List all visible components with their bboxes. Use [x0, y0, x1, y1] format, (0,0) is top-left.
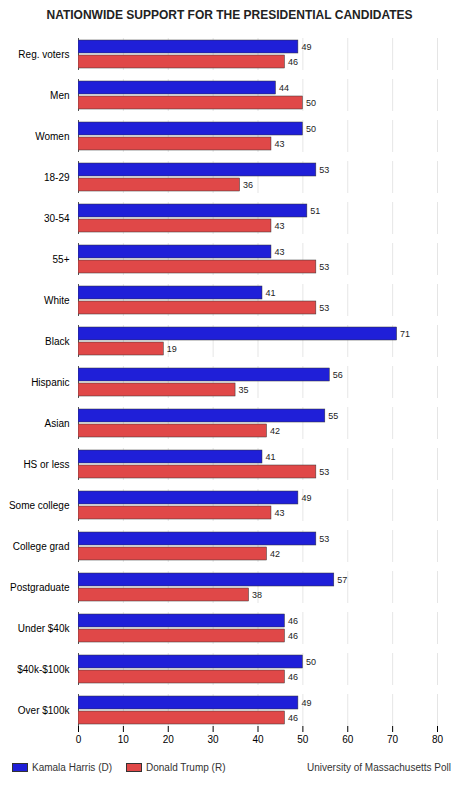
- svg-text:40: 40: [252, 734, 264, 745]
- svg-text:56: 56: [333, 370, 343, 380]
- svg-text:20: 20: [163, 734, 175, 745]
- svg-text:70: 70: [387, 734, 399, 745]
- svg-text:41: 41: [265, 288, 275, 298]
- svg-text:51: 51: [310, 206, 320, 216]
- svg-text:38: 38: [252, 590, 262, 600]
- svg-text:18-29: 18-29: [44, 172, 70, 183]
- svg-text:Over $100k: Over $100k: [18, 705, 71, 716]
- svg-text:49: 49: [301, 42, 311, 52]
- svg-text:55: 55: [328, 411, 338, 421]
- svg-text:43: 43: [274, 139, 284, 149]
- html-text:University of Massachusetts Po: University of Massachusetts Poll: [307, 761, 451, 773]
- svg-text:53: 53: [319, 534, 329, 544]
- svg-text:53: 53: [319, 262, 329, 272]
- html-text:Kamala Harris (D): Kamala Harris (D): [32, 761, 112, 773]
- svg-text:44: 44: [279, 83, 289, 93]
- svg-text:35: 35: [239, 385, 249, 395]
- svg-text:80: 80: [432, 734, 444, 745]
- svg-text:42: 42: [270, 426, 280, 436]
- svg-text:Hispanic: Hispanic: [31, 377, 69, 388]
- svg-text:49: 49: [301, 493, 311, 503]
- svg-text:49: 49: [301, 698, 311, 708]
- html-text:Donald Trump (R): Donald Trump (R): [146, 761, 226, 773]
- svg-text:10: 10: [118, 734, 130, 745]
- svg-text:White: White: [44, 295, 70, 306]
- svg-text:41: 41: [265, 452, 275, 462]
- svg-text:50: 50: [297, 734, 309, 745]
- svg-text:Postgraduate: Postgraduate: [10, 582, 70, 593]
- svg-text:19: 19: [167, 344, 177, 354]
- svg-text:55+: 55+: [53, 254, 70, 265]
- svg-text:Some college: Some college: [9, 500, 70, 511]
- svg-text:College grad: College grad: [13, 541, 70, 552]
- svg-text:46: 46: [288, 57, 298, 67]
- html-text:NATIONWIDE SUPPORT FOR THE PRE: NATIONWIDE SUPPORT FOR THE PRESIDENTIAL …: [46, 8, 413, 22]
- svg-text:$40k-$100k: $40k-$100k: [17, 664, 70, 675]
- svg-text:53: 53: [319, 467, 329, 477]
- svg-text:Reg. voters: Reg. voters: [18, 49, 69, 60]
- svg-text:71: 71: [400, 329, 410, 339]
- svg-text:53: 53: [319, 165, 329, 175]
- svg-text:Under $40k: Under $40k: [18, 623, 71, 634]
- svg-text:30: 30: [208, 734, 220, 745]
- svg-text:53: 53: [319, 303, 329, 313]
- svg-text:46: 46: [288, 631, 298, 641]
- svg-text:Asian: Asian: [44, 418, 69, 429]
- svg-text:30-54: 30-54: [44, 213, 70, 224]
- svg-text:0: 0: [76, 734, 82, 745]
- svg-text:HS or less: HS or less: [23, 459, 69, 470]
- svg-text:43: 43: [274, 247, 284, 257]
- svg-text:43: 43: [274, 508, 284, 518]
- svg-text:43: 43: [274, 221, 284, 231]
- svg-text:42: 42: [270, 549, 280, 559]
- svg-text:50: 50: [306, 124, 316, 134]
- svg-text:46: 46: [288, 672, 298, 682]
- svg-text:Women: Women: [35, 131, 69, 142]
- svg-text:60: 60: [342, 734, 354, 745]
- svg-text:46: 46: [288, 616, 298, 626]
- svg-text:50: 50: [306, 98, 316, 108]
- svg-text:50: 50: [306, 657, 316, 667]
- svg-text:36: 36: [243, 180, 253, 190]
- svg-text:Men: Men: [50, 90, 69, 101]
- svg-text:Black: Black: [45, 336, 70, 347]
- svg-text:46: 46: [288, 713, 298, 723]
- svg-text:57: 57: [337, 575, 347, 585]
